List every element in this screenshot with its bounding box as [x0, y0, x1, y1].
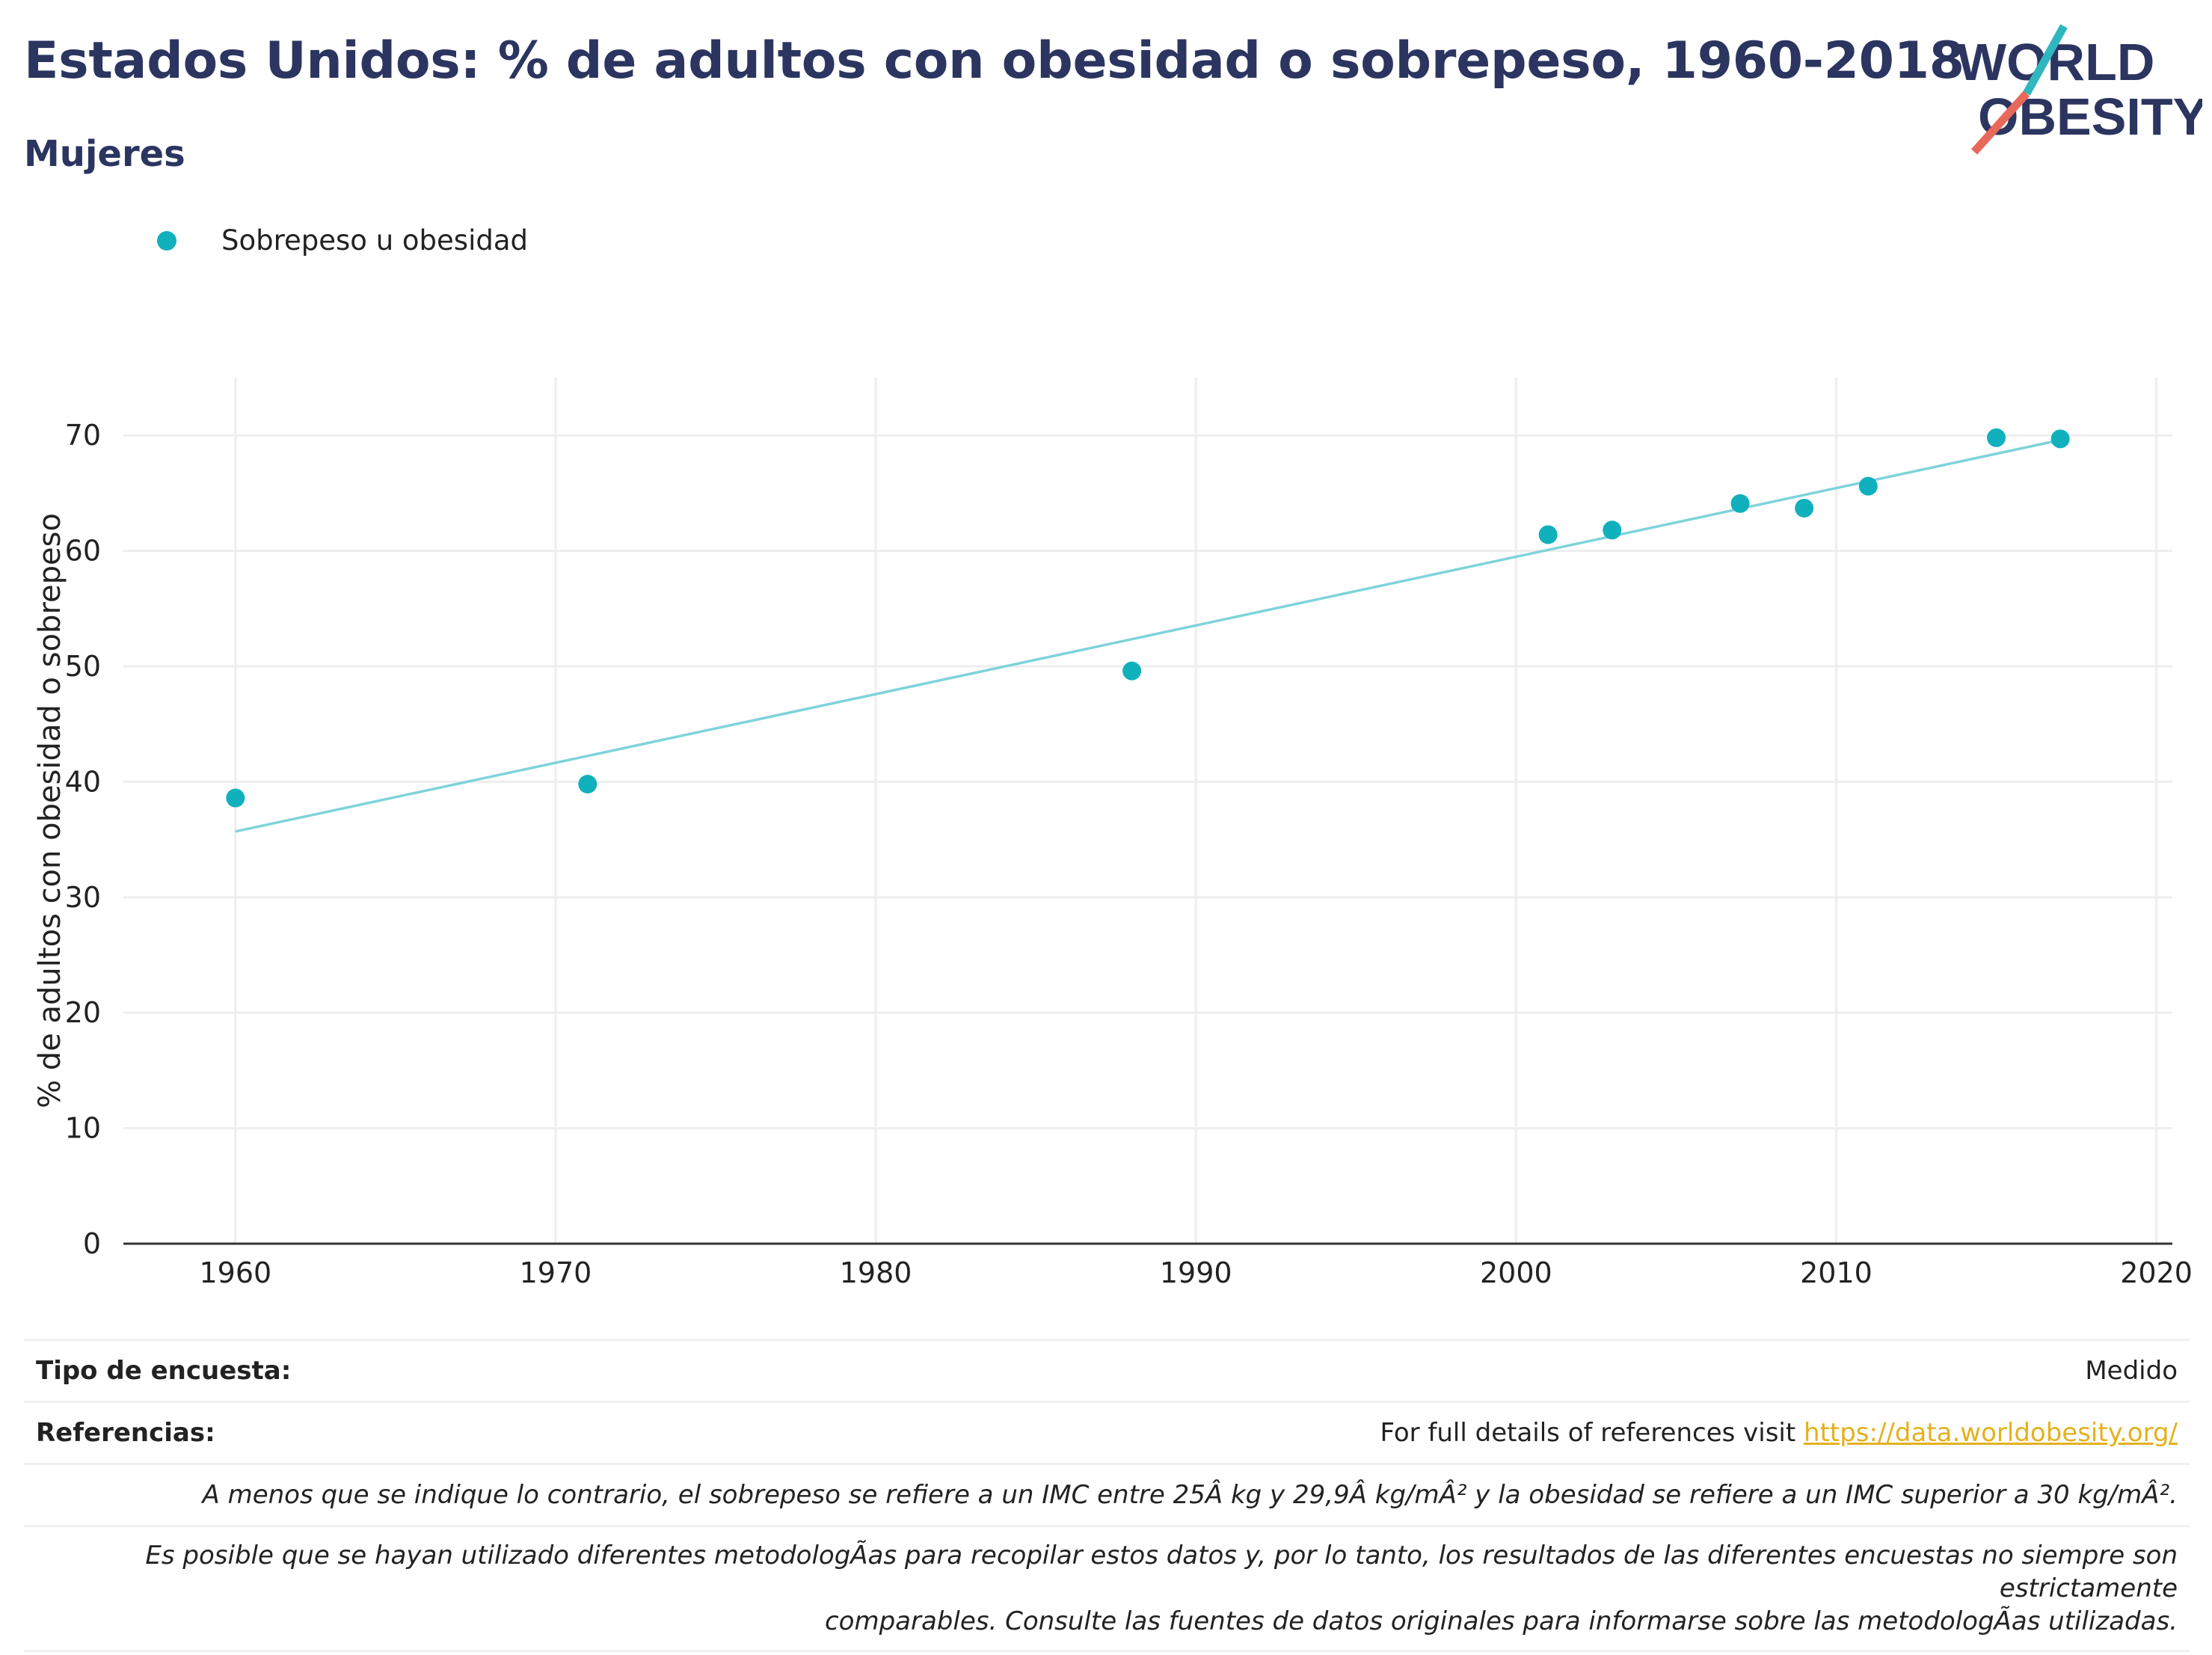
y-tick-label: 60 [65, 535, 101, 568]
x-tick-label: 1970 [520, 1256, 592, 1289]
x-tick-label: 1980 [840, 1256, 912, 1289]
methodology-line2: comparables. Consulte las fuentes de dat… [824, 1606, 2178, 1636]
x-tick-label: 1990 [1160, 1256, 1232, 1289]
y-tick-label: 40 [65, 765, 101, 798]
survey-type-value: Medido [2085, 1356, 2178, 1386]
x-tick-label: 2020 [2120, 1256, 2193, 1289]
x-tick-label: 2010 [1800, 1256, 1872, 1289]
references-link[interactable]: https://data.worldobesity.org/ [1804, 1418, 2178, 1448]
data-point [1987, 428, 2006, 447]
legend-label: Sobrepeso u obesidad [221, 224, 528, 257]
definition-row: A menos que se indique lo contrario, el … [24, 1463, 2190, 1525]
data-point [1795, 498, 1814, 518]
data-point [1858, 476, 1878, 496]
methodology-text: Es posible que se hayan utilizado difere… [84, 1539, 2178, 1638]
legend: Sobrepeso u obesidad [157, 224, 528, 257]
references-text: For full details of references visit [1380, 1418, 1804, 1448]
logo-red-slash [1970, 90, 2030, 155]
y-tick-label: 70 [65, 419, 101, 452]
y-tick-label: 0 [83, 1227, 101, 1260]
scatter-chart: 1960 1970 1980 1990 2000 2010 2020 0 10 20 30 40 50 6… [33, 378, 2193, 1289]
methodology-line1: Es posible que se hayan utilizado difere… [145, 1541, 2178, 1603]
references-value: For full details of references visit htt… [1380, 1418, 2178, 1448]
references-row: Referencias: For full details of referen… [24, 1401, 2190, 1463]
logo-text-obesity: OBESITY [1978, 87, 2202, 146]
legend-marker [157, 230, 176, 251]
survey-type-label: Tipo de encuesta: [36, 1356, 292, 1386]
y-tick-label: 30 [65, 881, 101, 914]
data-point [2050, 429, 2070, 449]
data-point [1603, 521, 1622, 540]
references-label: Referencias: [36, 1418, 215, 1448]
y-tick-label: 10 [65, 1112, 101, 1145]
y-axis-title: % de adultos con obesidad o sobrepeso [33, 513, 67, 1108]
trend-line [235, 438, 2061, 833]
x-tick-label: 2000 [1480, 1256, 1552, 1289]
chart-title: Estados Unidos: % de adultos con obesida… [24, 31, 1964, 90]
survey-type-row: Tipo de encuesta: Medido [24, 1339, 2190, 1401]
world-obesity-logo: WORLD OBESITY [1957, 24, 2202, 155]
notes-table: Tipo de encuesta: Medido Referencias: Fo… [24, 1339, 2190, 1652]
data-point [1122, 661, 1142, 681]
x-tick-label: 1960 [199, 1256, 271, 1289]
data-point [578, 774, 597, 793]
logo-teal-slash [2023, 24, 2068, 96]
y-tick-label: 20 [65, 996, 101, 1029]
y-tick-label: 50 [65, 650, 101, 683]
definition-text: A menos que se indique lo contrario, el … [202, 1480, 2178, 1510]
chart-subtitle: Mujeres [24, 133, 185, 175]
methodology-row: Es posible que se hayan utilizado difere… [24, 1525, 2190, 1652]
data-point [1730, 494, 1750, 513]
data-point [1538, 525, 1558, 544]
data-point [226, 788, 245, 808]
